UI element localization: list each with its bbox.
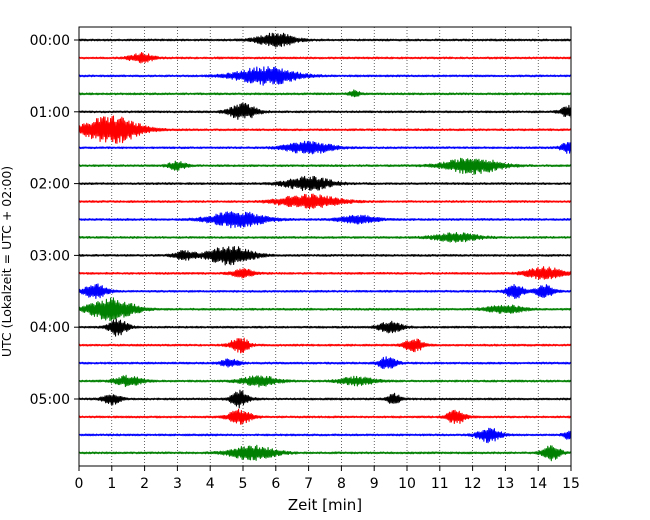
trace-0000 xyxy=(78,32,572,48)
trace-0145 xyxy=(78,157,572,175)
trace-0315 xyxy=(78,266,572,280)
y-tick-label: 03:00 xyxy=(30,248,70,264)
x-tick-label: 13 xyxy=(496,476,514,492)
trace-0500 xyxy=(78,389,572,409)
x-tick-label: 1 xyxy=(107,476,116,492)
trace-0430 xyxy=(78,356,572,370)
x-tick-label: 12 xyxy=(464,476,482,492)
y-tick-label: 02:00 xyxy=(30,177,70,193)
y-axis-label: UTC (Lokalzeit = UTC + 02:00) xyxy=(0,166,14,357)
trace-0345 xyxy=(78,297,572,322)
y-tick-label: 00:00 xyxy=(30,33,70,49)
x-tick-label: 2 xyxy=(140,476,149,492)
x-tick-label: 11 xyxy=(431,476,449,492)
trace-0030 xyxy=(78,66,572,86)
trace-0530 xyxy=(78,427,572,444)
trace-0415 xyxy=(78,337,572,354)
x-tick-label: 5 xyxy=(239,476,248,492)
x-tick-label: 3 xyxy=(173,476,182,492)
trace-0045 xyxy=(78,89,572,98)
y-tick-label: 01:00 xyxy=(30,105,70,121)
x-axis-label: Zeit [min] xyxy=(288,496,362,514)
y-tick-label: 05:00 xyxy=(30,392,70,408)
trace-0245 xyxy=(78,232,572,243)
x-tick-label: 6 xyxy=(271,476,280,492)
traces xyxy=(78,32,572,462)
x-tick-label: 15 xyxy=(562,476,580,492)
trace-0100 xyxy=(78,102,572,120)
x-axis-ticks: 0 1 2 3 4 5 6 7 8 9 10 11 12 13 14 15 xyxy=(75,466,580,492)
x-tick-label: 7 xyxy=(304,476,313,492)
trace-0130 xyxy=(78,140,572,155)
trace-0445 xyxy=(78,374,572,388)
trace-0115 xyxy=(78,115,572,144)
trace-0300 xyxy=(78,246,572,266)
y-axis-ticks: 00:00 01:00 02:00 03:00 04:00 05:00 xyxy=(30,33,79,408)
trace-0330 xyxy=(78,283,572,299)
x-tick-label: 0 xyxy=(75,476,84,492)
x-tick-label: 9 xyxy=(370,476,379,492)
x-tick-label: 10 xyxy=(398,476,416,492)
trace-0200 xyxy=(78,175,572,191)
trace-0230 xyxy=(78,211,572,229)
x-tick-label: 14 xyxy=(529,476,547,492)
trace-0400 xyxy=(78,318,572,337)
trace-0015 xyxy=(78,51,572,64)
x-tick-label: 8 xyxy=(337,476,346,492)
trace-0515 xyxy=(78,408,572,425)
trace-0545 xyxy=(78,444,572,462)
x-tick-label: 4 xyxy=(206,476,215,492)
trace-0215 xyxy=(78,193,572,210)
plot-frame xyxy=(78,26,572,467)
y-tick-label: 04:00 xyxy=(30,320,70,336)
